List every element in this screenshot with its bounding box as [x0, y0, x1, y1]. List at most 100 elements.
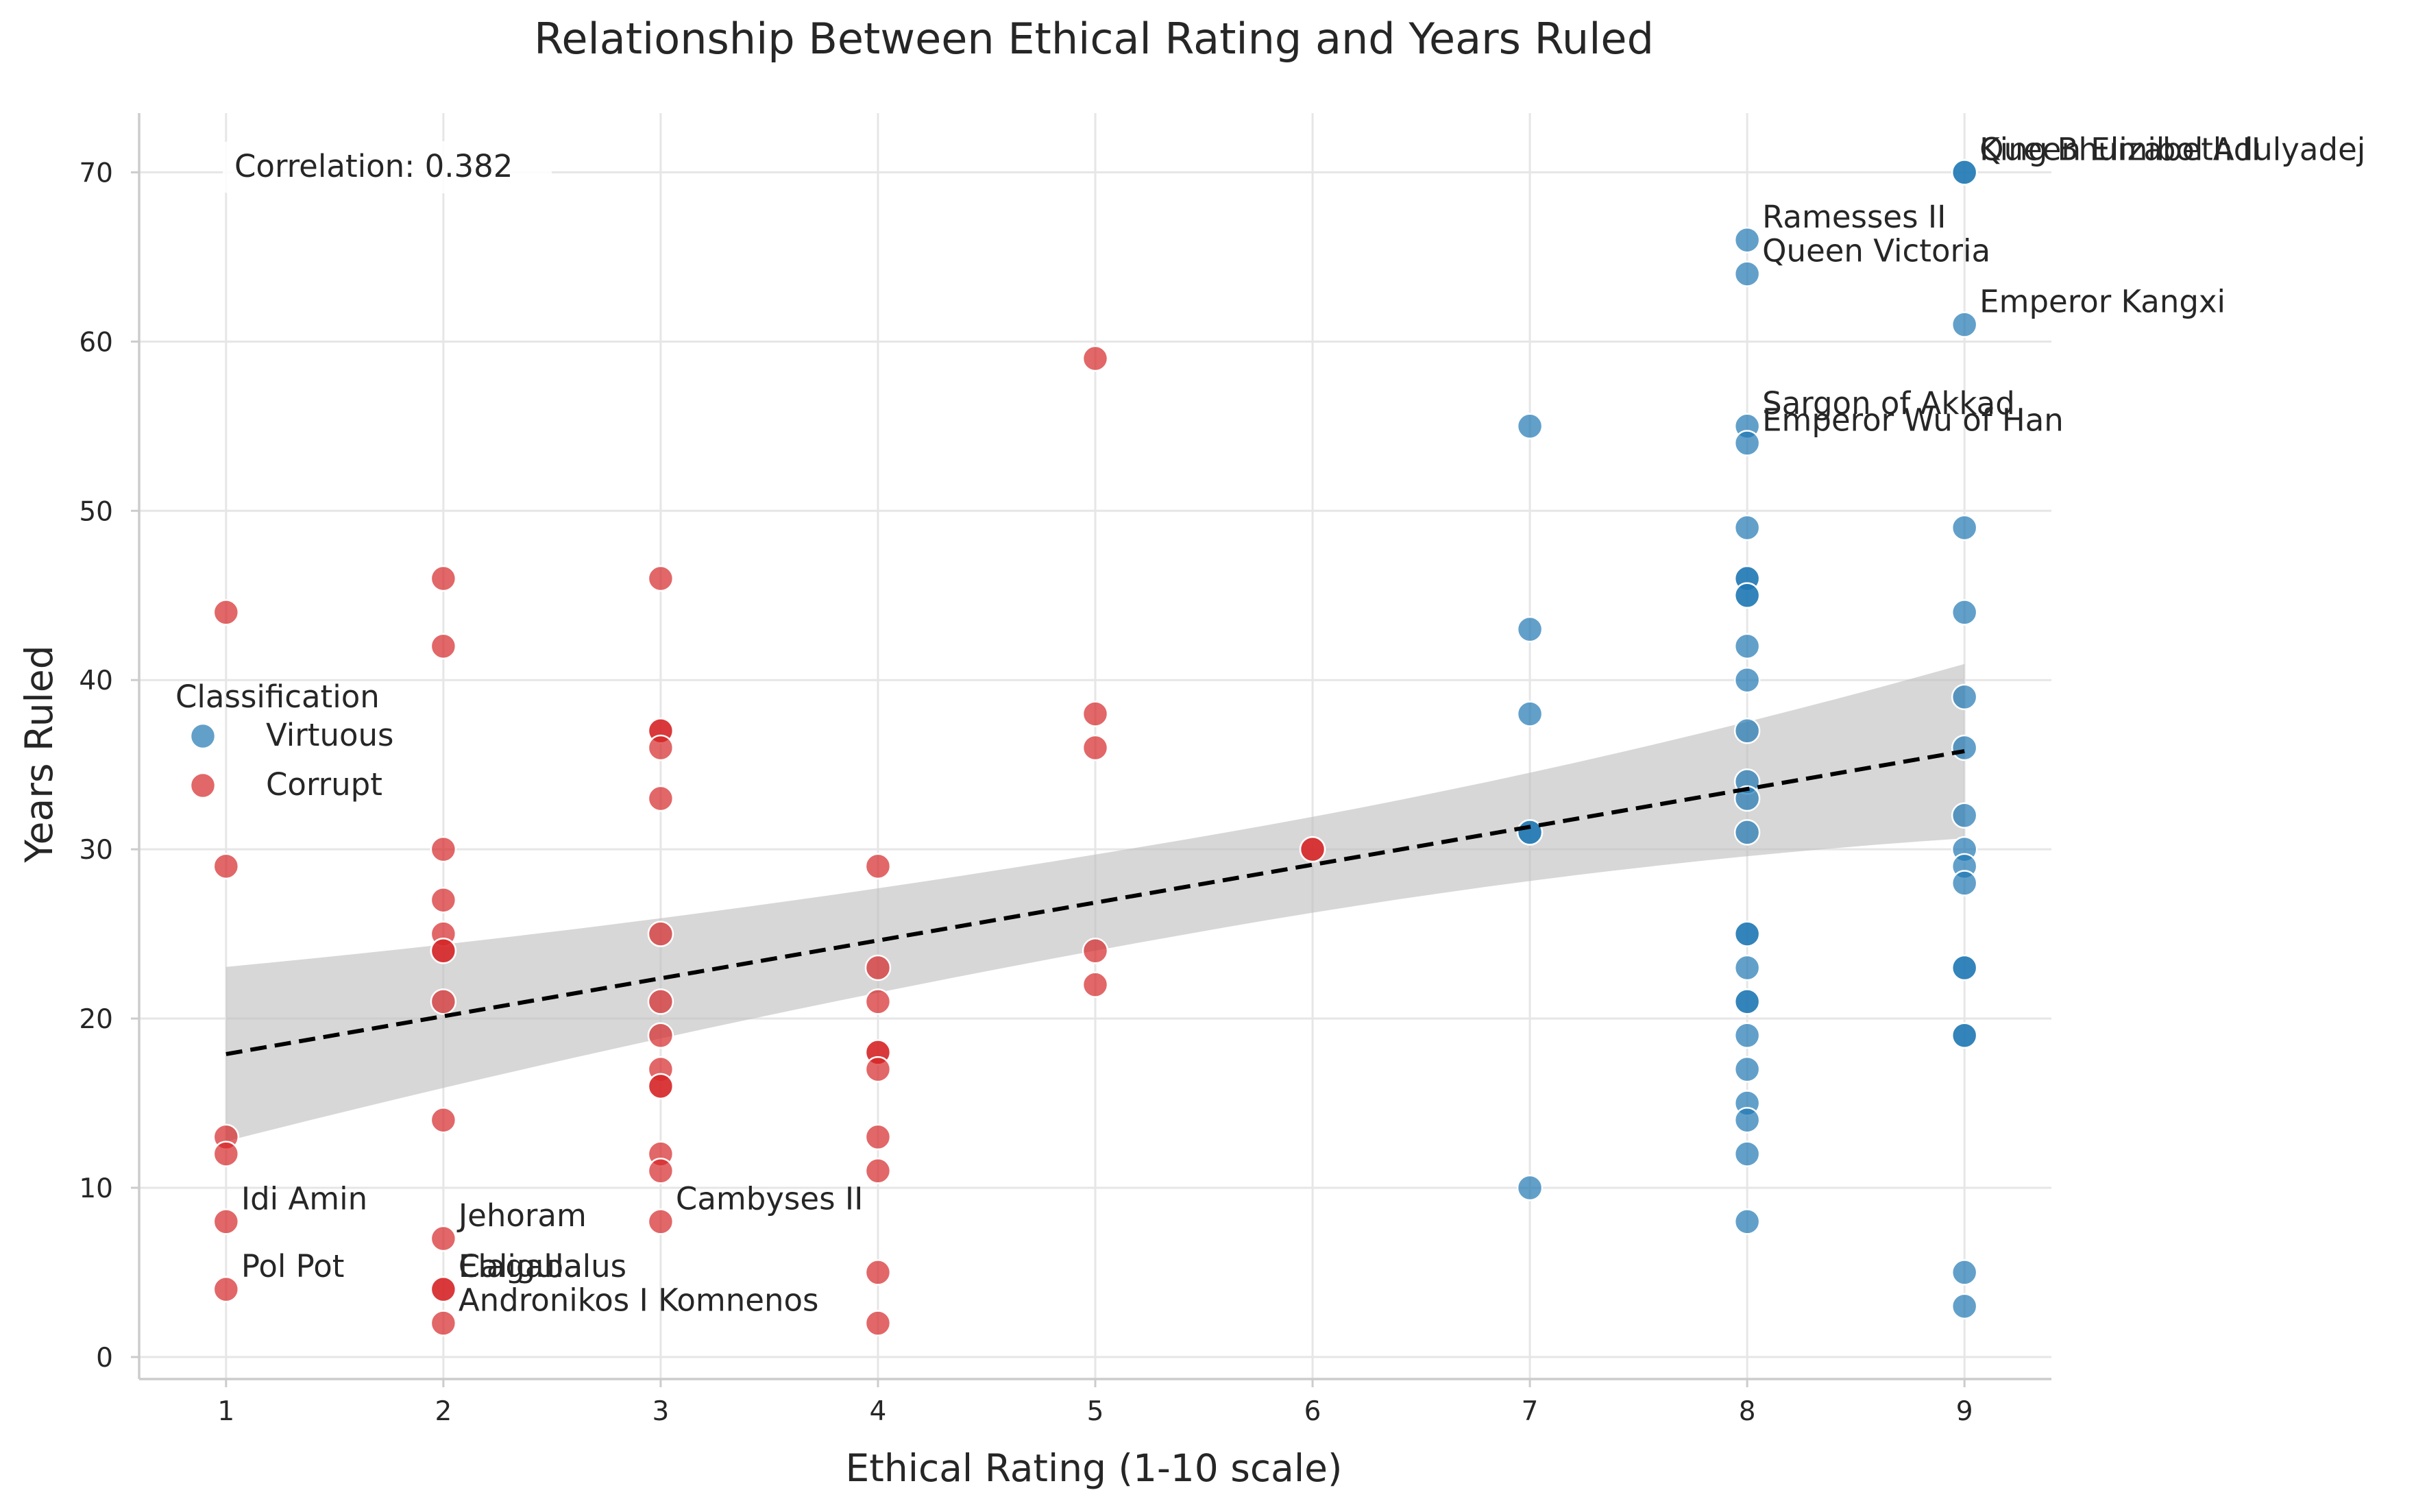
data-point-corrupt: [647, 1208, 674, 1235]
data-point-corrupt: [212, 853, 240, 880]
point-annotation: Ramesses II: [1762, 199, 1946, 235]
data-point-corrupt: [864, 853, 892, 880]
data-point-corrupt: [1299, 836, 1326, 863]
data-point-virtuous: [1733, 718, 1761, 744]
data-point-corrupt: [647, 920, 674, 947]
data-point-corrupt: [430, 938, 457, 964]
data-point-virtuous: [1733, 1208, 1761, 1235]
legend-entries: Virtuous Corrupt: [189, 717, 393, 803]
data-point-corrupt: [864, 1056, 892, 1083]
data-point-corrupt: [864, 1259, 892, 1286]
data-point-virtuous: [1733, 582, 1761, 609]
data-point-virtuous: [1516, 1174, 1544, 1202]
confidence-band-layer: [225, 663, 1965, 1142]
y-tick-label: 30: [79, 835, 113, 866]
data-point-corrupt: [430, 886, 457, 914]
confidence-band: [225, 663, 1965, 1142]
point-annotation: Queen Elizabeth II: [1979, 131, 2260, 167]
data-point-virtuous: [1733, 514, 1761, 541]
data-point-corrupt: [1082, 971, 1109, 998]
point-annotation: Cambyses II: [676, 1180, 863, 1217]
data-point-corrupt: [430, 988, 457, 1015]
data-point-virtuous: [1733, 988, 1761, 1015]
data-point-corrupt: [430, 836, 457, 863]
y-tick-label: 60: [79, 327, 113, 358]
data-point-virtuous: [1516, 700, 1544, 727]
point-annotation: Jehoram: [456, 1197, 587, 1234]
data-point-virtuous: [1733, 226, 1761, 254]
data-point-corrupt: [212, 1141, 240, 1167]
data-point-corrupt: [864, 1310, 892, 1337]
legend-marker: [189, 722, 217, 750]
data-point-corrupt: [647, 1158, 674, 1184]
data-point-corrupt: [647, 565, 674, 592]
data-point-corrupt: [430, 565, 457, 592]
data-point-corrupt: [647, 988, 674, 1015]
correlation-box: Correlation: 0.382: [223, 141, 552, 193]
data-point-corrupt: [212, 1208, 240, 1235]
data-point-corrupt: [647, 734, 674, 761]
x-tick-label: 5: [1087, 1396, 1104, 1427]
legend-title: Classification: [175, 679, 380, 715]
data-point-virtuous: [1733, 785, 1761, 812]
point-annotation: King Bhumibol Adulyadej: [1979, 131, 2365, 167]
y-axis-title: Years Ruled: [17, 645, 61, 863]
data-point-virtuous: [1516, 413, 1544, 440]
data-point-virtuous: [1733, 260, 1761, 287]
data-point-corrupt: [1082, 700, 1109, 727]
data-point-corrupt: [864, 988, 892, 1015]
x-tick-label: 7: [1522, 1396, 1539, 1427]
tick-labels: 1 2 3 4 5 6 7 8 9 0 10 20 30 40 50 60 70: [79, 158, 1973, 1427]
y-tick-label: 70: [79, 158, 113, 188]
data-point-virtuous: [1733, 1022, 1761, 1049]
data-point-virtuous: [1951, 1259, 1978, 1286]
data-point-virtuous: [1951, 311, 1978, 338]
data-point-corrupt: [864, 1158, 892, 1184]
point-annotation: Emperor Wu of Han: [1762, 402, 2064, 439]
data-point-virtuous: [1951, 1022, 1978, 1049]
data-point-corrupt: [212, 599, 240, 626]
legend-label: Corrupt: [266, 766, 382, 803]
legend-marker: [189, 772, 217, 799]
regression-line-layer: [225, 748, 1965, 1056]
data-point-corrupt: [647, 785, 674, 812]
point-annotation: Idi Amin: [241, 1180, 367, 1217]
data-point-corrupt: [1082, 345, 1109, 372]
x-tick-label: 9: [1956, 1396, 1973, 1427]
data-point-virtuous: [1733, 920, 1761, 947]
data-point-corrupt: [430, 1106, 457, 1134]
y-tick-label: 40: [79, 666, 113, 696]
data-point-corrupt: [430, 633, 457, 660]
x-tick-label: 4: [870, 1396, 887, 1427]
data-point-virtuous: [1951, 734, 1978, 761]
point-annotation: Andronikos I Komnenos: [459, 1282, 819, 1319]
data-point-corrupt: [864, 954, 892, 981]
point-annotation: Elagabalus: [459, 1248, 626, 1284]
data-point-virtuous: [1733, 1106, 1761, 1134]
data-point-corrupt: [430, 1276, 457, 1303]
y-tick-label: 0: [96, 1343, 113, 1374]
data-point-virtuous: [1733, 666, 1761, 694]
data-point-corrupt: [647, 1022, 674, 1049]
x-tick-label: 2: [435, 1396, 452, 1427]
data-point-virtuous: [1951, 802, 1978, 829]
data-point-virtuous: [1733, 633, 1761, 660]
data-point-virtuous: [1951, 1293, 1978, 1320]
point-annotation: Sargon of Akkad: [1762, 385, 2015, 422]
point-annotation: Pol Pot: [241, 1248, 345, 1284]
y-tick-label: 20: [79, 1004, 113, 1035]
regression-line: [225, 748, 1965, 1056]
data-point-virtuous: [1951, 514, 1978, 541]
data-point-virtuous: [1733, 1056, 1761, 1083]
data-point-virtuous: [1516, 615, 1544, 643]
data-point-virtuous: [1951, 954, 1978, 981]
point-annotation: Emperor Kangxi: [1979, 284, 2225, 320]
data-point-corrupt: [430, 1310, 457, 1337]
data-point-corrupt: [430, 1225, 457, 1252]
y-tick-label: 10: [79, 1173, 113, 1204]
x-tick-label: 6: [1304, 1396, 1321, 1427]
data-point-corrupt: [647, 1073, 674, 1100]
